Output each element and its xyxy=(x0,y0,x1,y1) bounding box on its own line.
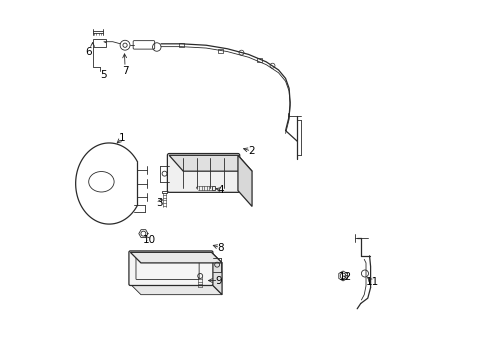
Bar xyxy=(257,58,262,62)
Text: 10: 10 xyxy=(143,235,156,245)
Text: 3: 3 xyxy=(156,198,163,208)
Text: 11: 11 xyxy=(366,277,379,287)
Text: 2: 2 xyxy=(248,146,255,156)
Text: 5: 5 xyxy=(100,70,106,80)
Bar xyxy=(179,43,184,48)
Bar xyxy=(93,39,106,47)
Text: 4: 4 xyxy=(218,185,224,195)
Polygon shape xyxy=(130,252,222,263)
Bar xyxy=(163,190,167,193)
FancyBboxPatch shape xyxy=(129,251,213,285)
Polygon shape xyxy=(169,155,252,171)
FancyBboxPatch shape xyxy=(168,154,240,192)
Text: 6: 6 xyxy=(86,47,93,57)
Polygon shape xyxy=(212,252,222,294)
Text: 7: 7 xyxy=(122,66,128,76)
Bar xyxy=(212,186,215,190)
Text: 12: 12 xyxy=(339,272,352,282)
Text: 8: 8 xyxy=(217,243,223,253)
Text: 9: 9 xyxy=(215,275,222,285)
Bar xyxy=(218,49,223,53)
Text: 1: 1 xyxy=(119,133,125,143)
Polygon shape xyxy=(238,155,252,207)
Polygon shape xyxy=(130,284,222,294)
